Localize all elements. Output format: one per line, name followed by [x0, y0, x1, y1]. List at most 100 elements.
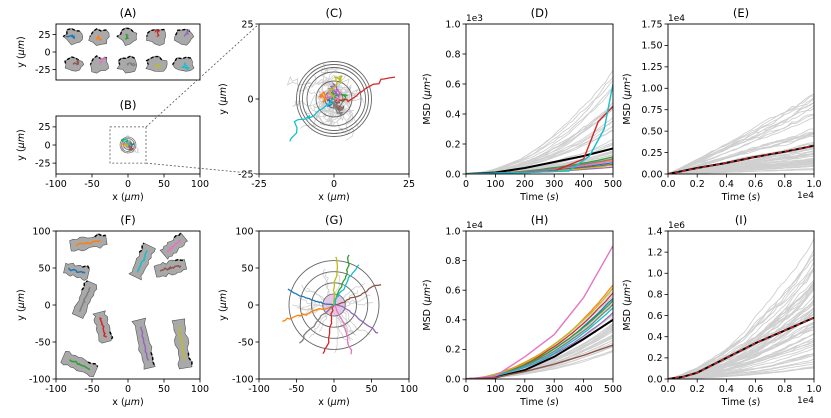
x-tick-label: 0.2 [690, 179, 705, 190]
panel-b: (B) -100 -50 0 50 100 25 0 -25 x (μm) y (μm) [16, 98, 209, 203]
x-tick-label: 0 [331, 179, 337, 190]
trajectory [127, 141, 132, 148]
trajectory [122, 138, 130, 146]
panel-title: (G) [325, 213, 343, 227]
x-axis-label: x (μm) [318, 397, 349, 408]
y-tick-label: 1.25 [641, 62, 662, 73]
y-tick-label: 0.8 [445, 49, 460, 60]
panel-a: (A) 25 0 -25 y (μm) [16, 6, 201, 81]
cell-boundary-dashed [94, 232, 106, 238]
y-tick-label: 0 [44, 300, 50, 311]
msd-curve-grey [668, 148, 814, 174]
cell-boundary-dashed [109, 331, 114, 342]
trajectory-grey [127, 144, 139, 154]
y-tick-label: 1.00 [641, 84, 662, 95]
x-tick-label: 500 [604, 179, 622, 190]
cell-boundary-dashed [62, 27, 80, 38]
y-tick-label: -100 [29, 374, 51, 385]
y-tick-label: 25 [38, 122, 50, 133]
plot-area [466, 245, 613, 379]
trajectory [183, 29, 191, 37]
cell-boundary-dashed [173, 232, 182, 239]
msd-curve-grey [668, 132, 814, 174]
x-tick-label: 200 [516, 384, 534, 395]
y-tick-label: 100 [32, 226, 50, 237]
panel-title: (A) [120, 6, 137, 20]
x-tick-label: 100 [400, 384, 418, 395]
y-tick-label: 0.4 [445, 109, 460, 120]
reference-circle [299, 271, 369, 339]
x-tick-label: 0.8 [777, 384, 792, 395]
y-multiplier: 1e4 [466, 221, 483, 231]
cell-boundary-dashed [150, 352, 156, 367]
trajectory [333, 304, 379, 334]
msd-curve-grey [668, 128, 814, 174]
plot-area [286, 61, 396, 142]
plot-area [282, 254, 382, 355]
y-tick-label: 0.75 [641, 105, 662, 116]
trajectory [159, 265, 182, 272]
msd-curve [466, 287, 613, 379]
cell-boundary-dashed [116, 27, 134, 38]
zoom-box [109, 126, 147, 164]
y-tick-label: 1.0 [445, 19, 460, 30]
trajectory [318, 90, 335, 103]
x-tick-label: 0.0 [660, 384, 675, 395]
trajectory [69, 359, 91, 371]
trajectory [95, 34, 103, 42]
x-tick-label: 0.4 [719, 384, 734, 395]
trajectory-grey [320, 62, 340, 100]
y-tick-label: 0.2 [445, 139, 460, 150]
y-tick-label: -100 [232, 374, 254, 385]
y-tick-label: 0.6 [647, 311, 662, 322]
x-tick-label: 0 [331, 384, 337, 395]
x-axis-label: x (μm) [112, 397, 143, 408]
x-tick-label: -50 [84, 384, 100, 395]
x-axis-label: Time (s) [519, 397, 559, 408]
y-tick-label: -25 [35, 158, 51, 169]
x-tick-label: 1.0 [806, 179, 821, 190]
y-tick-label: 0 [44, 47, 50, 58]
x-tick-label: 0.6 [748, 179, 763, 190]
axes-frame [258, 230, 410, 380]
trajectory [78, 286, 91, 312]
trajectory [332, 98, 344, 116]
panel-e: (E) 0.0 0.2 0.4 0.6 0.8 1.0 0.00 0.25 0.50 0.75 1.0… [622, 6, 822, 203]
msd-curve-grey [668, 343, 814, 379]
x-tick-label: 400 [575, 384, 593, 395]
msd-curve-grey [668, 321, 814, 379]
axes-frame [465, 230, 614, 380]
msd-curve-grey [668, 169, 814, 174]
axes-frame [55, 115, 201, 175]
x-tick-label: 0.2 [690, 384, 705, 395]
reference-circle [302, 67, 366, 131]
trajectory [287, 288, 335, 306]
x-tick-label: 50 [365, 384, 377, 395]
axes-frame [465, 23, 614, 175]
x-tick-label: 50 [158, 179, 170, 190]
zoom-line [145, 162, 260, 175]
axes-frame [667, 23, 815, 175]
cell-boundary-dashed [64, 56, 80, 65]
x-tick-label: 100 [486, 384, 504, 395]
y-axis-label: y (μm) [16, 289, 27, 320]
msd-curve-grey [668, 352, 814, 379]
cell-boundary-dashed [82, 265, 91, 270]
msd-series-pink [466, 245, 613, 379]
x-tick-label: 50 [158, 384, 170, 395]
zoom-connector [145, 23, 260, 175]
plot-area [466, 70, 613, 174]
trajectory [67, 267, 86, 274]
cell-boundary-dashed [187, 352, 193, 367]
axes-frame [55, 230, 201, 380]
y-multiplier: 1e3 [466, 14, 483, 24]
trajectory [98, 56, 106, 66]
trajectory [333, 304, 353, 355]
trajectory [332, 256, 339, 306]
msd-curve-grey [668, 158, 814, 174]
x-tick-label: -100 [45, 384, 67, 395]
trajectory [282, 304, 335, 323]
msd-curve-grey [668, 366, 814, 379]
x-tick-label: -50 [84, 179, 100, 190]
y-tick-label: 0.25 [641, 148, 662, 159]
